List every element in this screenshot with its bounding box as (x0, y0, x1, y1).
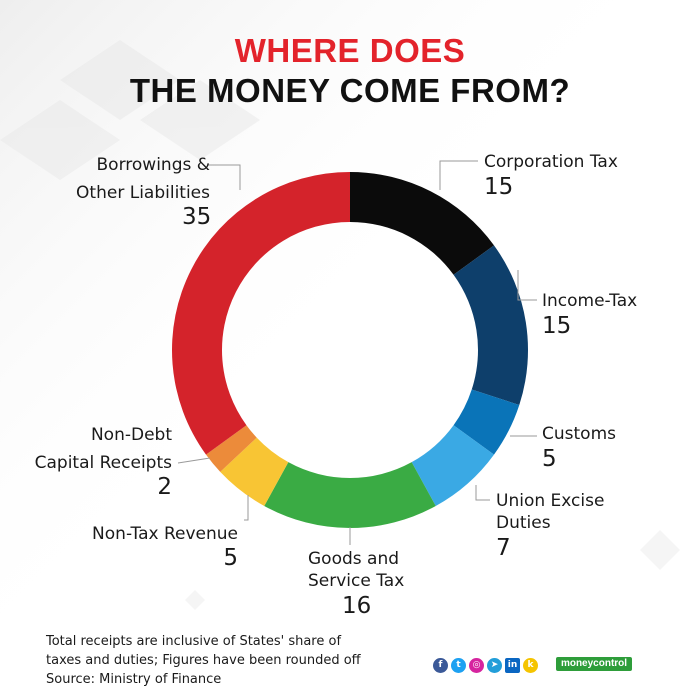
value-gst: 16 (342, 593, 372, 619)
footnote-source: Source: Ministry of Finance (46, 672, 222, 687)
label-non-debt-line-1: Non-Debt (90, 425, 172, 445)
label-union-excise-line-2: Duties (496, 513, 551, 533)
slice-gst (264, 462, 436, 528)
social-icons: f t ◎ ➤ in k (433, 656, 538, 674)
slice-income-tax (453, 245, 529, 406)
label-gst-line-1: Goods and (308, 549, 400, 569)
linkedin-icon[interactable]: in (505, 657, 520, 673)
label-borrowings-line-2: Other Liabilities (76, 183, 210, 203)
footnote-line-1: Total receipts are inclusive of States' … (46, 634, 342, 649)
moneycontrol-logo[interactable]: moneycontrol (556, 657, 632, 671)
title-line-2: THE MONEY COME FROM? (129, 72, 571, 109)
twitter-icon[interactable]: t (451, 657, 466, 673)
koo-icon[interactable]: k (523, 657, 538, 673)
leader-line-union-excise (475, 485, 490, 501)
label-non-debt-line-2: Capital Receipts (34, 453, 172, 473)
title-line-1: WHERE DOES (234, 32, 466, 69)
value-customs: 5 (542, 446, 557, 472)
slice-non-tax-revenue (220, 437, 289, 506)
telegram-icon[interactable]: ➤ (487, 657, 502, 673)
label-gst-line-2: Service Tax (308, 571, 405, 591)
value-borrowings: 35 (182, 204, 212, 230)
label-income-tax: Income-Tax (542, 291, 638, 311)
footnote-line-2: taxes and duties; Figures have been roun… (46, 653, 361, 668)
slice-corporation-tax (350, 172, 495, 275)
footnote: Total receipts are inclusive of States' … (46, 632, 361, 689)
leader-line-borrowings (208, 164, 241, 190)
value-non-debt: 2 (157, 474, 172, 500)
leader-line-corporation-tax (439, 160, 478, 190)
leader-line-non-debt (177, 457, 211, 464)
leader-line-non-tax-revenue (244, 495, 249, 521)
label-union-excise-line-1: Union Excise (496, 491, 605, 511)
label-customs: Customs (542, 424, 616, 444)
slice-customs (453, 389, 520, 455)
slice-borrowings (172, 172, 350, 455)
leader-line-income-tax (517, 270, 537, 301)
label-borrowings-line-1: Borrowings & (96, 155, 210, 175)
instagram-icon[interactable]: ◎ (469, 657, 484, 673)
value-corporation-tax: 15 (484, 174, 514, 200)
facebook-icon[interactable]: f (433, 657, 448, 673)
slice-non-debt (205, 425, 257, 472)
label-non-tax-revenue: Non-Tax Revenue (92, 524, 238, 544)
label-corporation-tax: Corporation Tax (484, 152, 618, 172)
value-non-tax-revenue: 5 (223, 545, 238, 571)
slice-union-excise (411, 425, 495, 506)
value-income-tax: 15 (542, 313, 572, 339)
value-union-excise: 7 (496, 535, 511, 561)
